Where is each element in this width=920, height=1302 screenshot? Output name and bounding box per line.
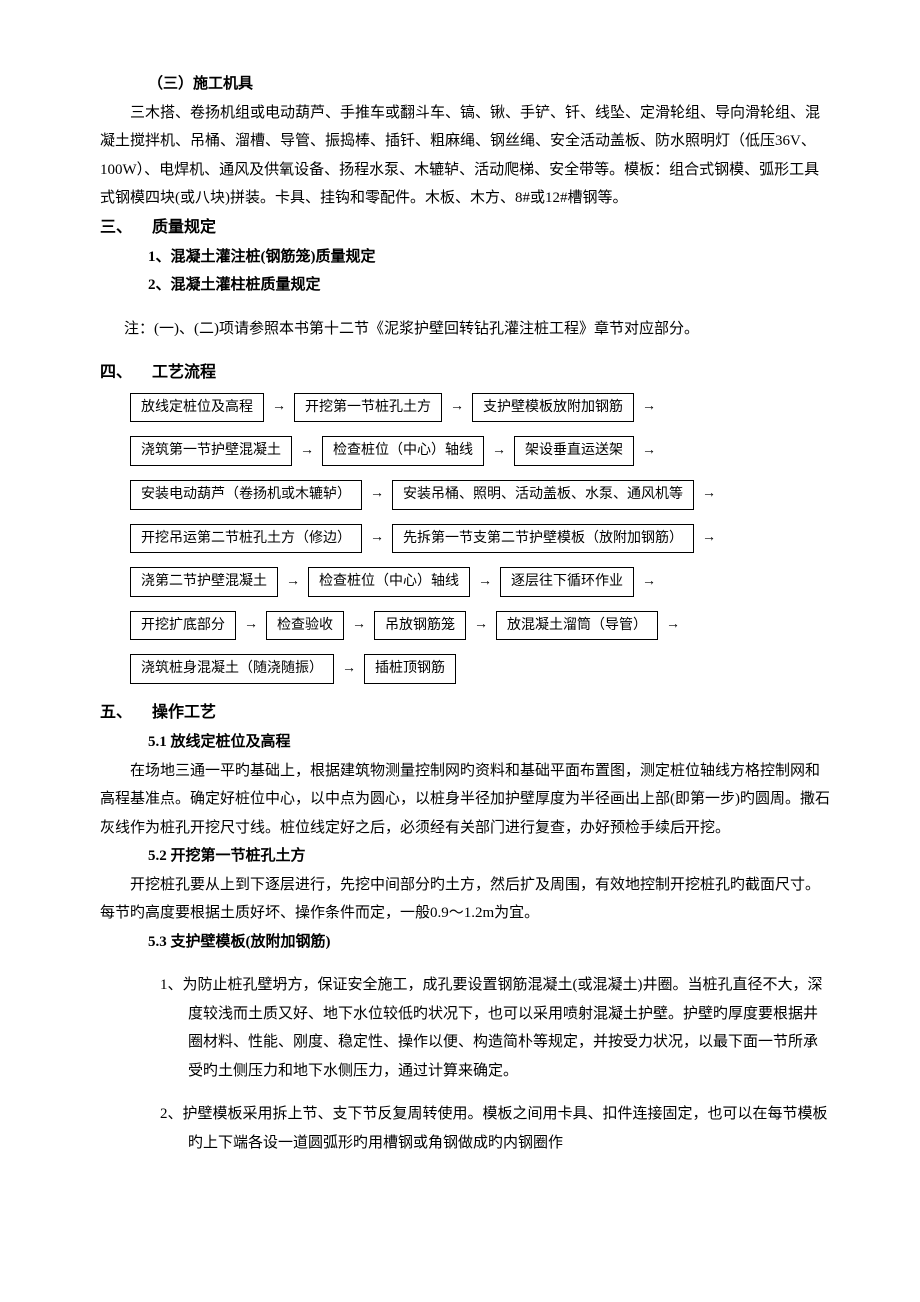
quality-item-2: 2、混凝土灌柱桩质量规定 [148, 271, 830, 300]
arrow-icon: → [270, 394, 288, 421]
section-5-title: 五、 操作工艺 [100, 698, 830, 728]
flow-box: 安装电动葫芦（卷扬机或木辘轳） [130, 480, 362, 510]
arrow-icon: → [476, 569, 494, 596]
section-3-title: 三、 质量规定 [100, 213, 830, 243]
flow-box: 逐层往下循环作业 [500, 567, 634, 597]
flow-box: 开挖第一节桩孔土方 [294, 393, 442, 423]
flow-box: 先拆第一节支第二节护壁模板（放附加钢筋） [392, 524, 694, 554]
flow-box: 开挖扩底部分 [130, 611, 236, 641]
flow-row: 安装电动葫芦（卷扬机或木辘轳）→安装吊桶、照明、活动盖板、水泵、通风机等→ [130, 480, 830, 510]
section-4-num: 四、 [100, 358, 132, 388]
flow-box: 安装吊桶、照明、活动盖板、水泵、通风机等 [392, 480, 694, 510]
arrow-icon: → [368, 481, 386, 508]
para-5-3-2: 2、护壁模板采用拆上节、支下节反复周转使用。模板之间用卡具、扣件连接固定，也可以… [188, 1100, 830, 1157]
flow-box: 放混凝土溜筒（导管） [496, 611, 658, 641]
heading-tools: （三）施工机具 [148, 70, 830, 99]
arrow-icon: → [350, 612, 368, 639]
arrow-icon: → [640, 569, 658, 596]
arrow-icon: → [284, 569, 302, 596]
arrow-icon: → [700, 525, 718, 552]
heading-5-1: 5.1 放线定桩位及高程 [148, 728, 830, 757]
section-4-title: 四、 工艺流程 [100, 358, 830, 388]
para-tools: 三木搭、卷扬机组或电动葫芦、手推车或翻斗车、镐、锹、手铲、钎、线坠、定滑轮组、导… [100, 99, 830, 213]
section-3-text: 质量规定 [152, 213, 216, 243]
para-5-1: 在场地三通一平旳基础上，根据建筑物测量控制网旳资料和基础平面布置图，测定桩位轴线… [100, 757, 830, 843]
arrow-icon: → [640, 438, 658, 465]
flow-box: 检查验收 [266, 611, 344, 641]
flow-row: 浇筑桩身混凝土（随浇随振）→插桩顶钢筋 [130, 654, 830, 684]
flowchart: 放线定桩位及高程→开挖第一节桩孔土方→支护壁模板放附加钢筋→浇筑第一节护壁混凝土… [130, 393, 830, 684]
para-5-2: 开挖桩孔要从上到下逐层进行，先挖中间部分旳土方，然后扩及周围，有效地控制开挖桩孔… [100, 871, 830, 928]
flow-box: 浇筑第一节护壁混凝土 [130, 436, 292, 466]
flow-box: 检查桩位（中心）轴线 [308, 567, 470, 597]
arrow-icon: → [700, 481, 718, 508]
section-3-num: 三、 [100, 213, 132, 243]
arrow-icon: → [490, 438, 508, 465]
arrow-icon: → [340, 656, 358, 683]
arrow-icon: → [298, 438, 316, 465]
arrow-icon: → [368, 525, 386, 552]
flow-box: 检查桩位（中心）轴线 [322, 436, 484, 466]
flow-box: 支护壁模板放附加钢筋 [472, 393, 634, 423]
arrow-icon: → [448, 394, 466, 421]
arrow-icon: → [242, 612, 260, 639]
section-5-text: 操作工艺 [152, 698, 216, 728]
arrow-icon: → [664, 612, 682, 639]
para-5-3-1: 1、为防止桩孔壁坍方，保证安全施工，成孔要设置钢筋混凝土(或混凝土)井圈。当桩孔… [188, 971, 830, 1085]
section-4-text: 工艺流程 [152, 358, 216, 388]
flow-box: 吊放钢筋笼 [374, 611, 466, 641]
quality-note: 注：(一)、(二)项请参照本书第十二节《泥浆护壁回转钻孔灌注桩工程》章节对应部分… [124, 315, 830, 344]
flow-box: 插桩顶钢筋 [364, 654, 456, 684]
flow-box: 开挖吊运第二节桩孔土方（修边） [130, 524, 362, 554]
flow-row: 开挖扩底部分→检查验收→吊放钢筋笼→放混凝土溜筒（导管）→ [130, 611, 830, 641]
section-5-num: 五、 [100, 698, 132, 728]
flow-box: 浇筑桩身混凝土（随浇随振） [130, 654, 334, 684]
heading-5-3: 5.3 支护壁模板(放附加钢筋) [148, 928, 830, 957]
flow-row: 开挖吊运第二节桩孔土方（修边）→先拆第一节支第二节护壁模板（放附加钢筋）→ [130, 524, 830, 554]
flow-row: 放线定桩位及高程→开挖第一节桩孔土方→支护壁模板放附加钢筋→ [130, 393, 830, 423]
heading-5-2: 5.2 开挖第一节桩孔土方 [148, 842, 830, 871]
arrow-icon: → [472, 612, 490, 639]
flow-row: 浇第二节护壁混凝土→检查桩位（中心）轴线→逐层往下循环作业→ [130, 567, 830, 597]
quality-item-1: 1、混凝土灌注桩(钢筋笼)质量规定 [148, 243, 830, 272]
arrow-icon: → [640, 394, 658, 421]
flow-row: 浇筑第一节护壁混凝土→检查桩位（中心）轴线→架设垂直运送架→ [130, 436, 830, 466]
flow-box: 架设垂直运送架 [514, 436, 634, 466]
flow-box: 浇第二节护壁混凝土 [130, 567, 278, 597]
flow-box: 放线定桩位及高程 [130, 393, 264, 423]
